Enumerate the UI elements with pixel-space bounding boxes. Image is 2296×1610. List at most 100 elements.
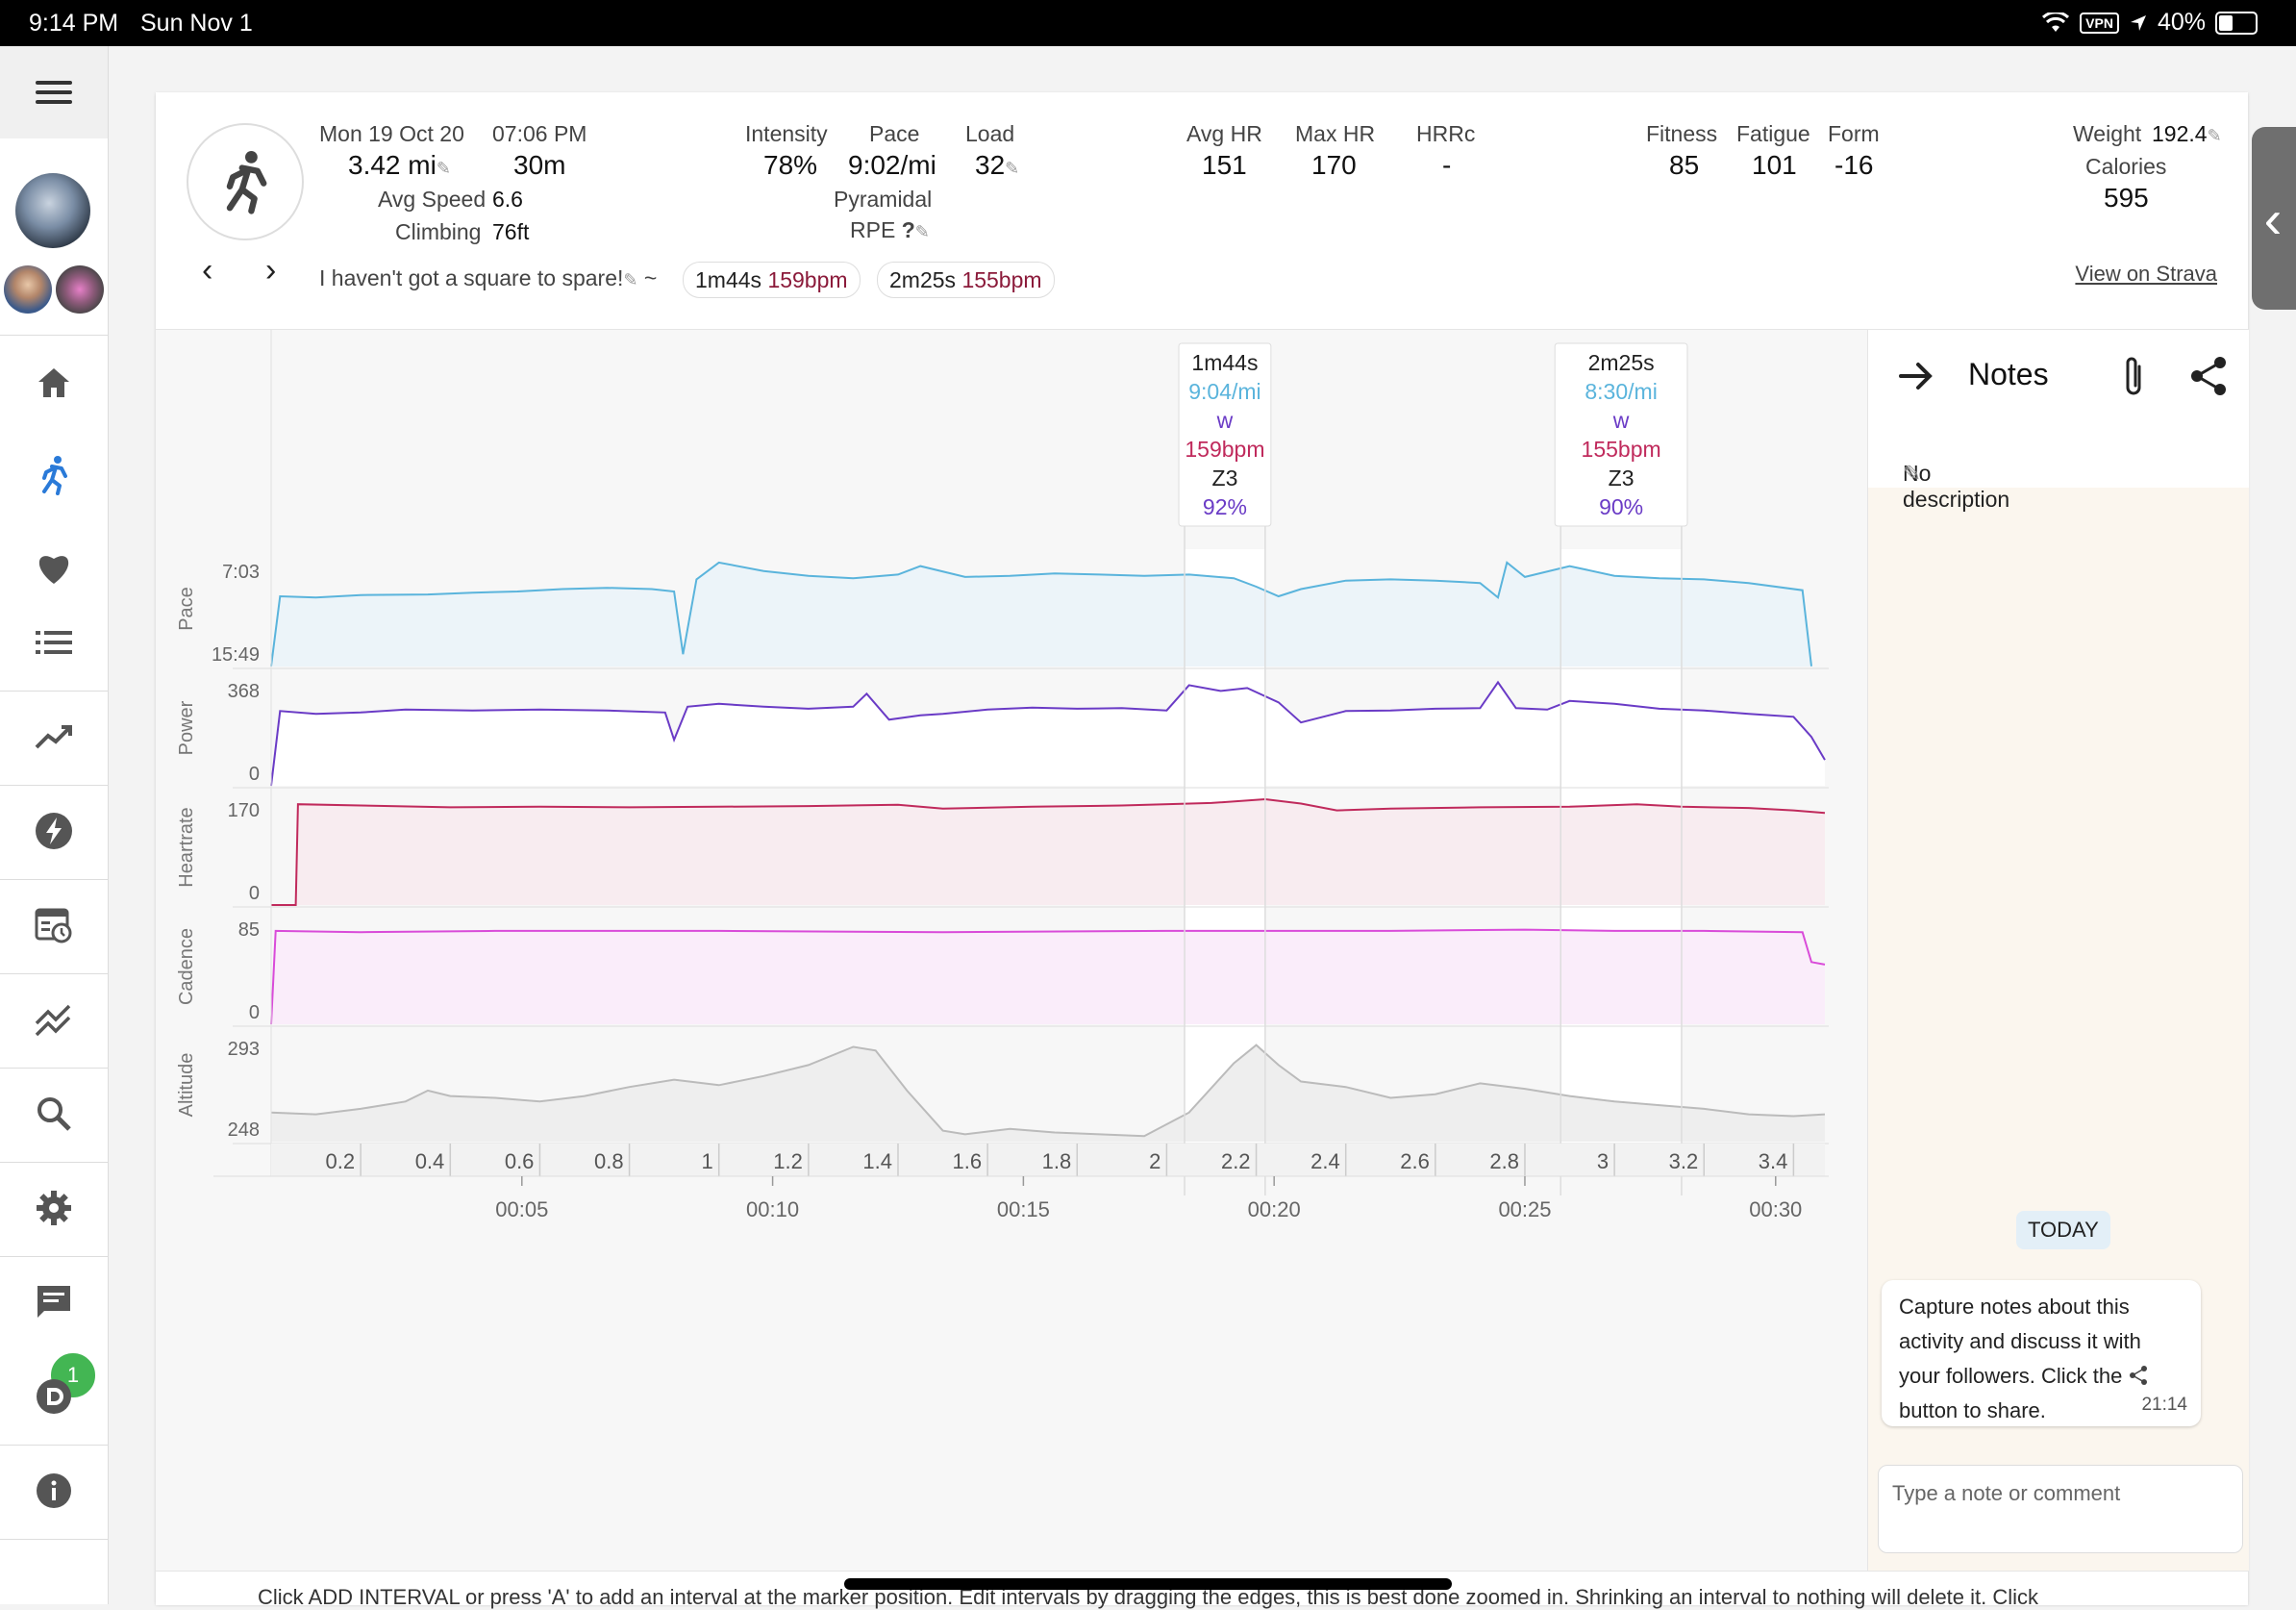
nav-list[interactable] [29,617,79,667]
wifi-icon [2042,12,2070,32]
arrow-right-icon[interactable] [1897,359,1935,393]
follower-avatar-1[interactable] [4,265,52,314]
divider [0,1068,108,1069]
series-area-pace [271,562,1811,667]
weight-number: 192.4 [2152,121,2208,146]
series-line-power [270,680,1826,787]
interval-tooltip-2: 2m25s 8:30/mi w 155bpm Z3 90% [1554,342,1688,527]
max-hr-value: 170 [1311,150,1357,180]
follower-avatar-2[interactable] [56,265,104,314]
load-value[interactable]: 32✎ [975,150,1019,181]
nav-calendar[interactable] [29,900,79,950]
attachment-icon[interactable] [2120,353,2147,399]
athlete-avatar[interactable] [15,173,90,248]
distance-tick-label: 0.2 [326,1149,356,1173]
rpe-field[interactable]: RPE ?✎ [850,217,930,243]
pencil-icon: ✎ [914,222,930,241]
y-axis-top-label: 368 [228,681,260,702]
avg-hr-label: Avg HR [1186,121,1262,146]
y-axis-bottom-label: 248 [228,1119,260,1141]
tooltip-line: 155bpm [1582,437,1661,462]
distance-tick-label: 2.6 [1400,1149,1430,1173]
divider [0,1539,108,1540]
note-input[interactable]: Type a note or comment [1878,1465,2243,1553]
distance-tick-label: 1.4 [862,1149,892,1173]
intensity-label: Intensity [745,121,828,146]
activity-time: 07:06 PM [492,121,587,146]
menu-button[interactable] [0,46,108,138]
activity-duration: 30m [513,150,566,180]
nav-home[interactable] [29,358,79,408]
today-divider: TODAY [2016,1211,2110,1249]
message-time: 21:14 [2141,1395,2187,1415]
battery-icon [2215,11,2258,35]
activity-distance[interactable]: 3.42 mi✎ [348,150,451,181]
activity-title[interactable]: I haven't got a square to spare!✎ ~ [319,265,657,291]
status-time: 9:14 PM [29,10,119,37]
message-text-end: button to share. [1899,1398,2046,1422]
view-on-strava-link[interactable]: View on Strava [2075,262,2217,286]
calories-value: 595 [2104,183,2149,213]
activity-chart-svg[interactable]: 7:03 15:49 Pace 368 0 Power 170 0 Heartrate 85 0 Ca… [156,330,1867,1571]
interval-chip-2[interactable]: 2m25s 155bpm [877,262,1055,298]
series-name-label: Cadence [176,928,197,1005]
series-name-label: Power [176,700,197,755]
hrrc-label: HRRc [1416,121,1476,146]
distance-tick-label: 3.4 [1759,1149,1788,1173]
interval-chip-1[interactable]: 1m44s 159bpm [683,262,861,298]
nav-power[interactable] [29,806,79,856]
side-panel-toggle[interactable]: ‹ [2252,127,2296,310]
y-axis-top-label: 293 [228,1039,260,1060]
nav-compare[interactable] [29,994,79,1044]
share-icon[interactable] [2187,355,2230,397]
tooltip-line: w [1216,408,1234,433]
series-line-pace [270,561,1812,667]
description-field[interactable]: No description ✎ [1868,422,2249,512]
hamburger-icon [36,75,72,110]
next-activity-button[interactable]: › [265,252,277,289]
previous-activity-button[interactable]: ‹ [202,252,213,289]
heart-icon [38,556,69,584]
runner-icon [42,456,67,495]
y-axis-top-label: 85 [238,919,260,941]
calendar-clock-icon [35,908,72,943]
nav-messages[interactable] [29,1277,79,1327]
calories-label: Calories [2085,154,2167,179]
discord-icon [37,1379,71,1414]
nav-activities[interactable] [29,450,79,500]
multi-line-chart-icon [35,1004,71,1037]
gear-icon [37,1191,71,1225]
nav-trends[interactable] [29,712,79,762]
activity-chart[interactable]: 7:03 15:49 Pace 368 0 Power 170 0 Heartrate 85 0 Ca… [156,330,1867,1571]
nav-info[interactable] [29,1466,79,1516]
interval-tooltip-1: 1m44s 9:04/mi w 159bpm Z3 92% [1178,342,1272,527]
chip-bpm: 159bpm [767,267,848,292]
tooltip-line: 159bpm [1185,437,1264,462]
nav-settings[interactable] [29,1183,79,1233]
weight-value[interactable]: 192.4✎ [2152,121,2222,147]
title-separator: ~ [643,265,658,290]
fatigue-label: Fatigue [1736,121,1810,146]
nav-discord[interactable] [29,1371,79,1421]
location-arrow-icon [2130,14,2146,31]
tooltip-line: 90% [1599,494,1643,519]
y-axis-top-label: 170 [228,800,260,821]
tooltip-line: 92% [1203,494,1247,519]
home-indicator[interactable] [844,1578,1452,1590]
status-right: VPN 40% [2041,9,2258,37]
series-area-heartrate [271,799,1825,905]
nav-health[interactable] [29,542,79,592]
sidebar: 1 [0,46,109,1604]
activity-type-icon[interactable] [187,123,304,240]
distance-tick-label: 2.4 [1310,1149,1340,1173]
search-icon [37,1097,71,1131]
pencil-icon: ✎ [2207,126,2222,145]
time-tick-label: 00:20 [1248,1197,1301,1221]
series-line-altitude [270,1044,1826,1138]
fitness-value: 85 [1669,150,1700,180]
distance-value: 3.42 mi [348,150,437,180]
divider [0,973,108,974]
nav-search[interactable] [29,1089,79,1139]
status-bar: 9:14 PM Sun Nov 1 VPN 40% [0,0,2296,46]
tooltip-line: w [1612,408,1630,433]
